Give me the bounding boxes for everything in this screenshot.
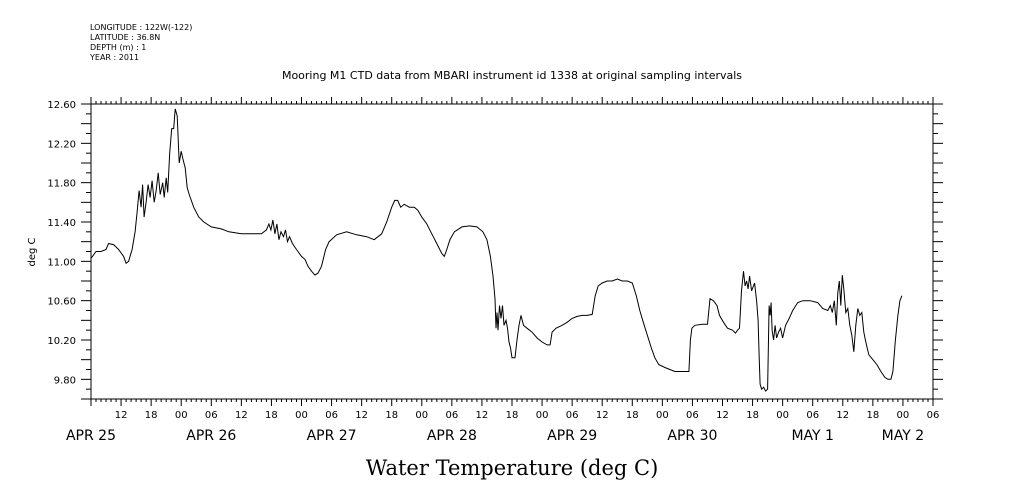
x-hour-label: 18 — [145, 410, 158, 421]
x-hour-label: 00 — [776, 410, 789, 421]
x-date-label: APR 27 — [307, 428, 357, 444]
header-longitude: LONGITUDE : 122W(-122) — [90, 23, 192, 32]
x-date-label: APR 26 — [186, 428, 236, 444]
x-hour-label: 18 — [746, 410, 759, 421]
x-date-label: MAY 1 — [791, 428, 833, 444]
x-hour-label: 06 — [806, 410, 819, 421]
header-year: YEAR : 2011 — [89, 53, 139, 62]
header-depth: DEPTH (m) : 1 — [90, 43, 146, 52]
y-tick-label: 11.80 — [47, 179, 76, 190]
x-date-label: APR 30 — [667, 428, 717, 444]
x-hour-label: 00 — [175, 410, 188, 421]
x-hour-label: 12 — [476, 410, 489, 421]
header-latitude: LATITUDE : 36.8N — [90, 33, 160, 42]
x-hour-label: 12 — [836, 410, 849, 421]
x-axis-label: Water Temperature (deg C) — [366, 456, 659, 480]
y-tick-label: 11.40 — [47, 218, 76, 229]
y-axis: 12.60 12.20 11.80 11.40 11.00 10.60 10.20 9.80 — [47, 100, 943, 400]
x-date-label: MAY 2 — [882, 428, 924, 444]
chart-title: Mooring M1 CTD data from MBARI instrumen… — [282, 69, 742, 82]
x-hour-label: 18 — [385, 410, 398, 421]
x-hour-label: 18 — [265, 410, 278, 421]
x-hour-label: 12 — [235, 410, 248, 421]
x-hour-label: 06 — [205, 410, 218, 421]
x-axis: 12 18 00 06 12 18 00 06 12 18 00 06 12 18 00 06 12 18 00 06… — [66, 97, 939, 444]
x-hour-label: 18 — [506, 410, 519, 421]
x-date-label: APR 28 — [427, 428, 477, 444]
header-info: LONGITUDE : 122W(-122) LATITUDE : 36.8N … — [89, 23, 192, 62]
y-tick-label: 12.60 — [47, 100, 76, 111]
x-hour-label: 18 — [866, 410, 879, 421]
x-date-label: APR 25 — [66, 428, 116, 444]
y-axis-label: deg C — [27, 237, 38, 266]
y-tick-label: 10.60 — [47, 297, 76, 308]
x-hour-label: 00 — [295, 410, 308, 421]
x-hour-label: 06 — [325, 410, 338, 421]
y-tick-label: 12.20 — [47, 139, 76, 150]
x-hour-label: 12 — [716, 410, 729, 421]
x-hour-label: 00 — [897, 410, 910, 421]
y-tick-label: 10.20 — [47, 336, 76, 347]
y-tick-label: 9.80 — [54, 375, 76, 386]
y-tick-label: 11.00 — [47, 257, 76, 268]
x-hour-label: 06 — [686, 410, 699, 421]
x-hour-label: 06 — [445, 410, 458, 421]
temperature-line — [90, 108, 903, 392]
x-hour-label: 00 — [536, 410, 549, 421]
x-hour-label: 12 — [115, 410, 128, 421]
x-hour-label: 12 — [596, 410, 609, 421]
x-hour-label: 00 — [656, 410, 669, 421]
x-date-label: APR 29 — [547, 428, 597, 444]
x-hour-label: 06 — [927, 410, 940, 421]
x-hour-label: 06 — [566, 410, 579, 421]
x-hour-label: 18 — [626, 410, 639, 421]
x-hour-label: 00 — [415, 410, 428, 421]
x-hour-label: 12 — [355, 410, 368, 421]
